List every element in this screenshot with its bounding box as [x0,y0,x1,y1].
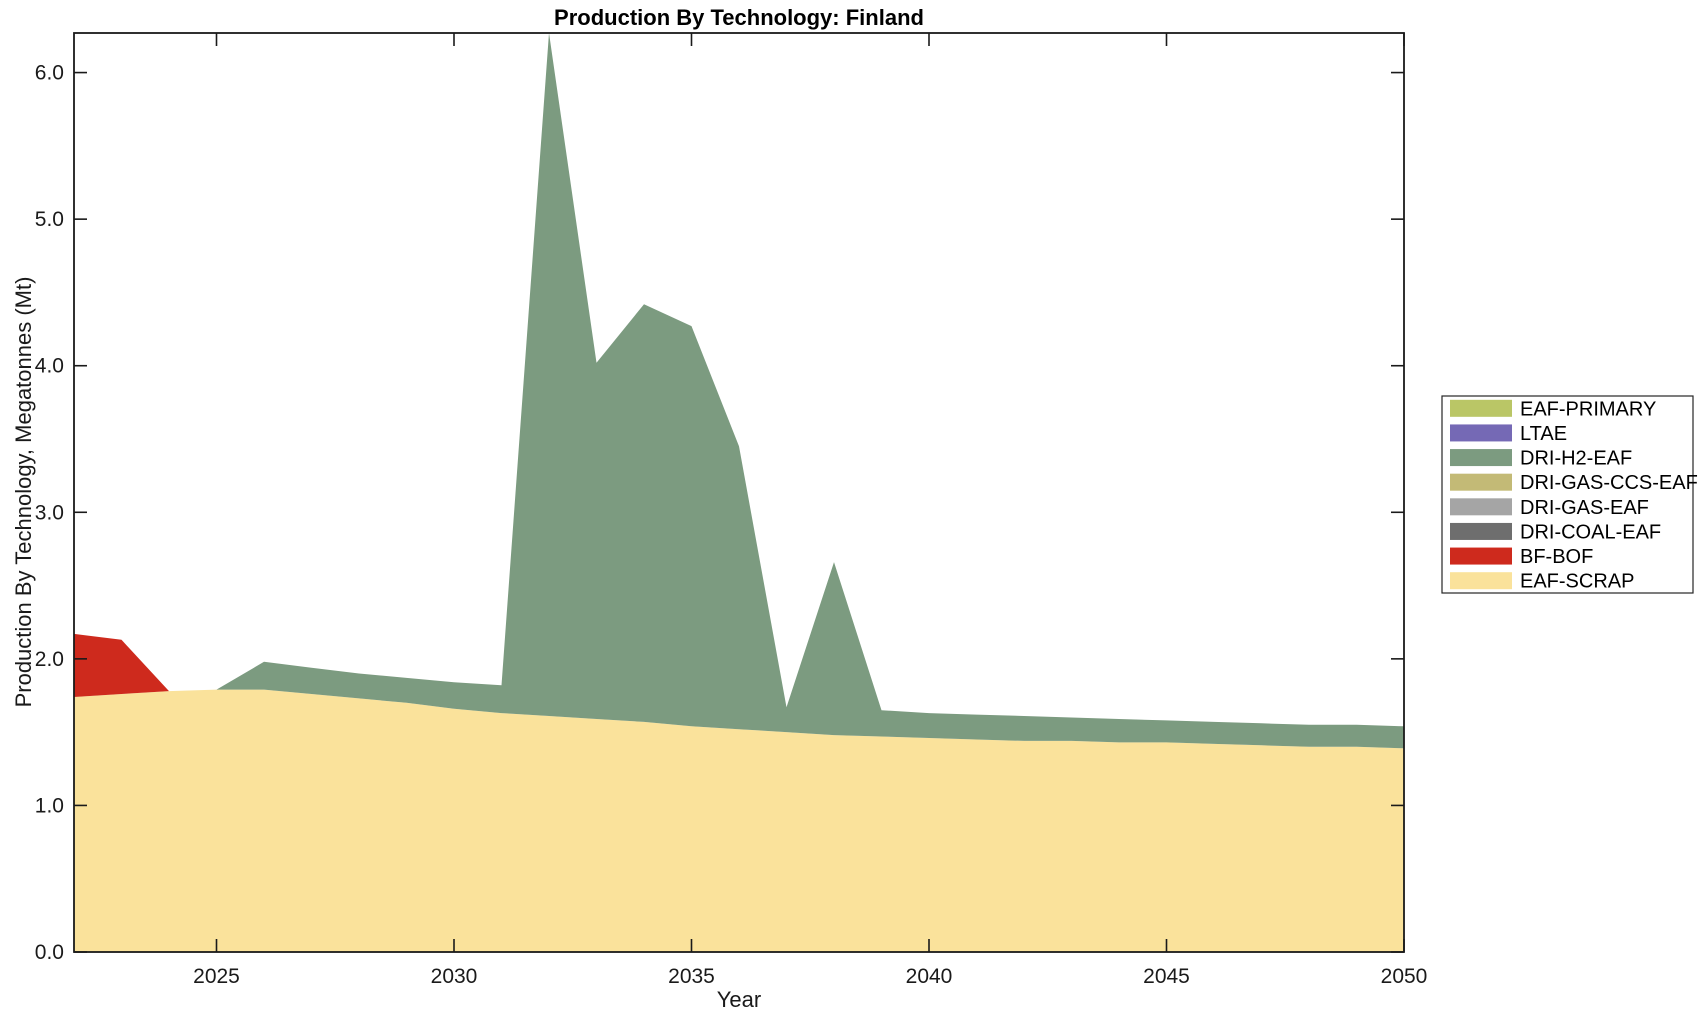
legend-swatch-dri-h2-eaf [1450,449,1512,467]
legend-swatch-eaf-scrap [1450,572,1512,590]
y-tick-label: 0.0 [35,941,64,964]
y-axis-label: Production By Technology, Megatonnes (Mt… [11,277,36,708]
legend-label-dri-h2-eaf: DRI-H2-EAF [1520,448,1632,470]
x-axis-label: Year [717,987,761,1012]
y-tick-label: 2.0 [35,648,64,671]
legend-swatch-dri-gas-eaf [1450,498,1512,516]
plot-border [73,32,1405,953]
legend-label-eaf-primary: EAF-PRIMARY [1520,398,1656,420]
x-tick-label: 2045 [1143,965,1190,988]
stacked-areas [74,33,1404,952]
legend: EAF-PRIMARY LTAE DRI-H2-EAFDRI-GAS-CCS-EAF… [1441,395,1698,594]
legend-label-dri-gas-eaf: DRI-GAS-EAF [1520,497,1649,519]
legend-swatch-dri-gas-ccs-eaf [1450,473,1512,491]
legend-label-eaf-scrap: EAF-SCRAP [1520,571,1634,593]
legend-swatch-eaf-primary [1450,399,1512,417]
area-eaf-scrap [74,689,1404,952]
y-tick-label: 1.0 [35,794,64,817]
x-tick-label: 2030 [431,965,478,988]
y-tick-label: 3.0 [35,501,64,524]
x-tick-label: 2035 [668,965,715,988]
legend-label-ltae: LTAE [1520,423,1567,445]
axes: 2025 2030 2035 2040 2045 2050 0.0 1.0 2.0 3.0 4.0 5… [35,32,1428,988]
legend-label-dri-gas-ccs-eaf: DRI-GAS-CCS-EAF [1520,472,1698,494]
y-tick-label: 5.0 [35,208,64,231]
x-tick-label: 2050 [1381,965,1428,988]
legend-swatch-ltae [1450,424,1512,442]
area-dri-h2-eaf [74,33,1404,749]
legend-swatch-bf-bof [1450,547,1512,565]
y-tick-label: 4.0 [35,355,64,378]
chart-title: Production By Technology: Finland [554,5,924,30]
y-tick-label: 6.0 [35,62,64,85]
x-tick-label: 2040 [906,965,953,988]
legend-label-bf-bof: BF-BOF [1520,546,1593,568]
x-tick-label: 2025 [193,965,240,988]
legend-swatch-dri-coal-eaf [1450,522,1512,540]
legend-label-dri-coal-eaf: DRI-COAL-EAF [1520,521,1661,543]
